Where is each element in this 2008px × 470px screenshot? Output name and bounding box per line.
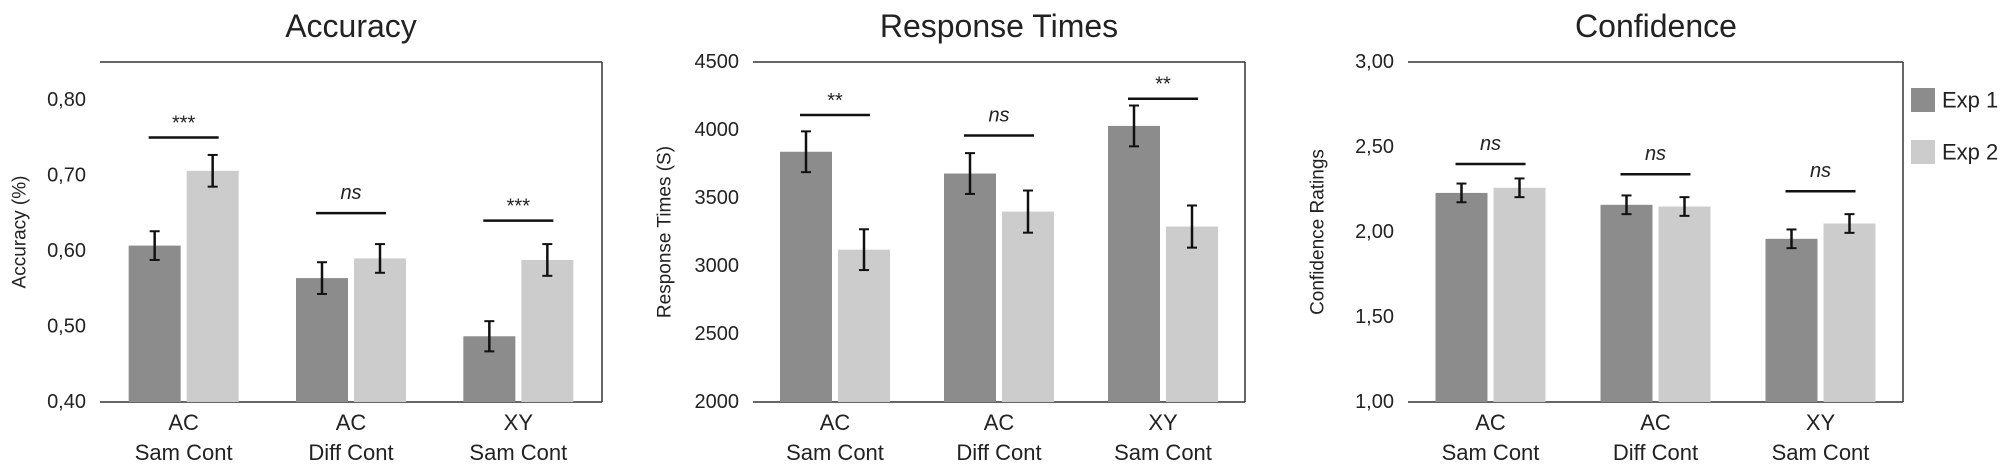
x-category-sublabel: Sam Cont [1442,440,1540,465]
legend-label: Exp 1 [1942,88,1998,113]
x-category-label: AC [984,410,1015,435]
y-tick-label: 2,50 [1355,136,1394,158]
chart-panel-1: Response Times Response Times (S) 2000 2500… [655,8,1246,465]
y-tick-label: 0,50 [47,315,86,337]
significance-label: ns [1810,160,1831,182]
bar-exp1 [1600,204,1653,402]
x-category-sublabel: Diff Cont [1613,440,1698,465]
bar-exp1 [1108,125,1160,403]
significance-label: *** [172,113,196,135]
bar-exp1 [780,151,832,402]
x-category-sublabel: Sam Cont [786,440,884,465]
x-category-label: AC [168,410,199,435]
y-tick-label: 1,50 [1355,306,1394,328]
y-tick-label: 0,40 [47,391,86,413]
y-tick-label: 3000 [695,255,740,277]
x-category-label: AC [1475,410,1506,435]
x-category-sublabel: Sam Cont [135,440,233,465]
x-category-label: XY [1806,410,1836,435]
x-category-label: AC [820,410,851,435]
y-axis-label: Response Times (S) [655,146,676,318]
bar-exp2 [1002,211,1054,402]
y-tick-label: 4500 [695,51,740,73]
chart-panel-0: Accuracy Accuracy (%) 0,40 0,50 0,60 0,70 0,80… [10,8,603,465]
x-category-label: XY [1148,410,1178,435]
bar-exp2 [521,259,574,402]
y-tick-label: 0,60 [47,240,86,262]
bar-exp2 [186,170,239,402]
bar-exp1 [944,173,996,402]
y-tick-label: 1,00 [1355,391,1394,413]
y-tick-label: 4000 [695,119,740,141]
y-tick-label: 2,00 [1355,221,1394,243]
y-tick-label: 0,80 [47,89,86,111]
chart-title: Response Times [880,8,1118,44]
x-category-sublabel: Sam Cont [469,440,567,465]
y-axis-label: Accuracy (%) [10,176,31,289]
legend: Exp 1 Exp 2 [1911,88,1998,165]
x-category-label: XY [504,410,534,435]
bar-exp2 [1493,187,1546,402]
bar-exp1 [296,278,348,402]
legend-swatch-exp1 [1911,88,1935,112]
significance-label: ** [1155,74,1171,96]
significance-label: ns [340,182,361,204]
y-tick-label: 3,00 [1355,51,1394,73]
y-axis-label: Confidence Ratings [1308,149,1329,315]
x-category-sublabel: Sam Cont [1772,440,1870,465]
y-tick-label: 2000 [695,391,740,413]
bar-exp2 [1823,223,1876,402]
bar-exp2 [838,249,890,402]
legend-label: Exp 2 [1942,140,1998,165]
bar-exp2 [354,258,406,402]
x-category-sublabel: Diff Cont [956,440,1041,465]
bar-exp1 [128,245,181,402]
bar-exp1 [1765,238,1818,402]
x-category-label: AC [336,410,367,435]
chart-title: Confidence [1575,8,1737,44]
y-tick-label: 0,70 [47,164,86,186]
significance-label: ns [1645,143,1666,165]
y-tick-label: 2500 [695,323,740,345]
bar-exp2 [1658,206,1711,402]
x-category-label: AC [1640,410,1671,435]
bar-exp2 [1166,226,1218,402]
significance-label: ns [988,104,1009,126]
significance-label: ns [1480,133,1501,155]
chart-title: Accuracy [285,8,417,44]
chart-panel-2: Confidence Confidence Ratings 1,00 1,50 2,00… [1308,8,1904,465]
significance-label: *** [507,196,531,218]
y-tick-label: 3500 [695,187,740,209]
x-category-sublabel: Sam Cont [1114,440,1212,465]
x-category-sublabel: Diff Cont [308,440,393,465]
significance-label: ** [827,90,843,112]
bar-exp1 [1435,192,1488,402]
legend-swatch-exp2 [1911,140,1935,164]
